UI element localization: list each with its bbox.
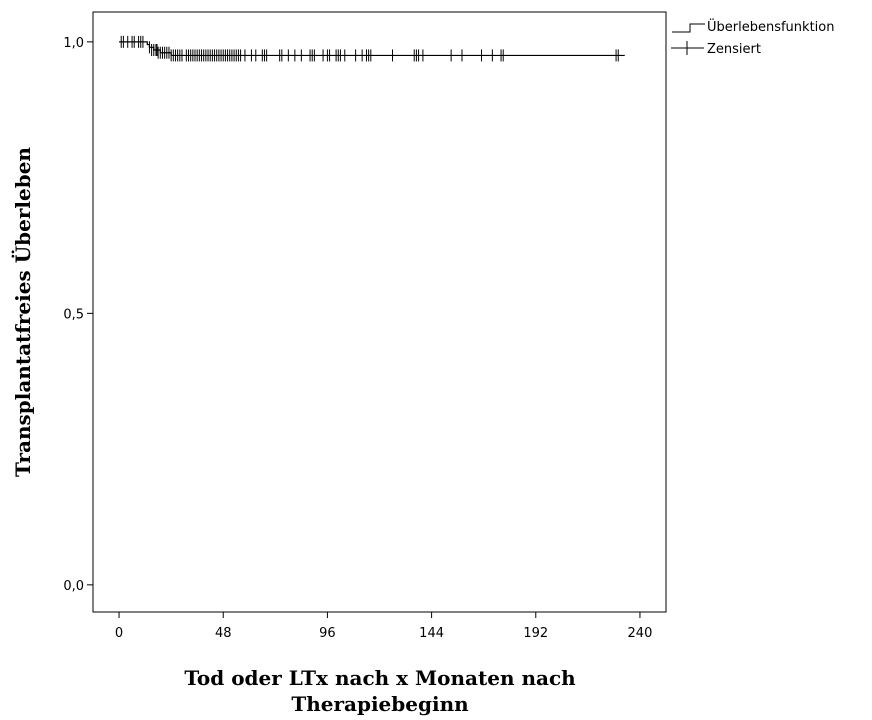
y-tick-label: 0,5 [63,307,84,322]
plot-series [119,35,625,62]
x-tick-label: 96 [319,626,336,641]
y-tick-label: 1,0 [63,36,84,51]
legend-censor-icon [671,41,704,55]
y-tick-label: 0,0 [63,579,84,594]
plot-frame [92,11,667,613]
x-tick-label: 0 [115,626,123,641]
x-axis-title-line-1: Tod oder LTx nach x Monaten nach [184,666,576,690]
legend-step-icon [672,23,705,33]
x-tick-label: 144 [419,626,444,641]
x-axis: 0 48 96 144 192 240 [115,612,652,641]
y-axis-title: Transplantatfreies Überleben [10,147,35,477]
x-tick-label: 240 [628,626,653,641]
legend: Überlebensfunktion Zensiert [671,18,834,57]
legend-label-censored: Zensiert [707,42,761,57]
x-tick-label: 48 [215,626,232,641]
legend-label-survival: Überlebensfunktion [707,18,834,35]
x-tick-label: 192 [523,626,548,641]
y-axis: 0,0 0,5 1,0 [63,36,93,594]
x-axis-title-line-2: Therapiebeginn [291,692,469,716]
